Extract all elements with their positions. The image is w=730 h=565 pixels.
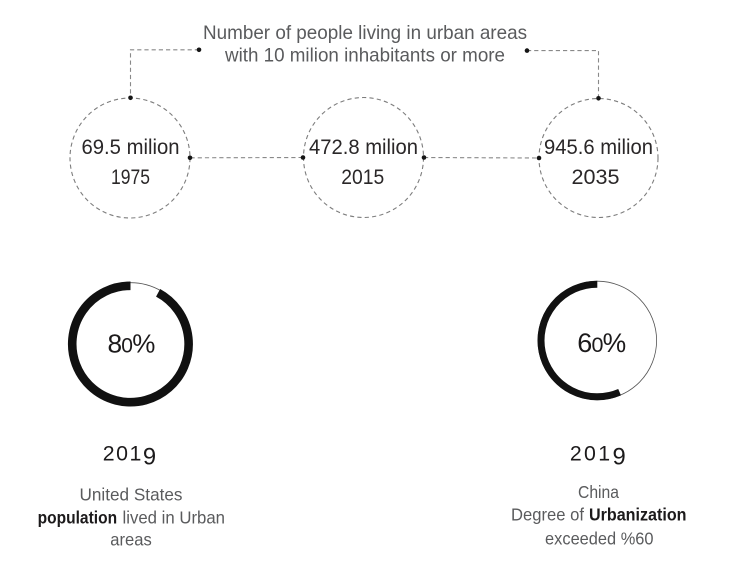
svg-text:Degree of: Degree of <box>511 504 584 524</box>
svg-text:80%: 80% <box>107 329 155 359</box>
svg-text:945.6 milion: 945.6 milion <box>544 135 653 159</box>
svg-text:lived in Urban: lived in Urban <box>123 507 226 527</box>
svg-text:China: China <box>578 482 619 502</box>
svg-text:United States: United States <box>80 485 183 505</box>
svg-text:with 10 milion inhabitants or: with 10 milion inhabitants or more <box>224 45 505 67</box>
svg-text:2019: 2019 <box>570 441 628 470</box>
svg-text:60%: 60% <box>577 328 625 358</box>
svg-text:2015: 2015 <box>341 165 384 189</box>
svg-text:69.5 milion: 69.5 milion <box>82 135 180 159</box>
svg-text:2035: 2035 <box>572 165 620 189</box>
svg-text:1975: 1975 <box>111 165 150 189</box>
svg-text:472.8 milion: 472.8 milion <box>309 135 418 159</box>
svg-text:areas: areas <box>110 530 152 550</box>
svg-text:population: population <box>38 507 118 527</box>
svg-text:Urbanization: Urbanization <box>589 504 687 524</box>
svg-text:exceeded %60: exceeded %60 <box>545 529 654 549</box>
svg-text:Number of people living in urb: Number of people living in urban areas <box>203 22 527 44</box>
